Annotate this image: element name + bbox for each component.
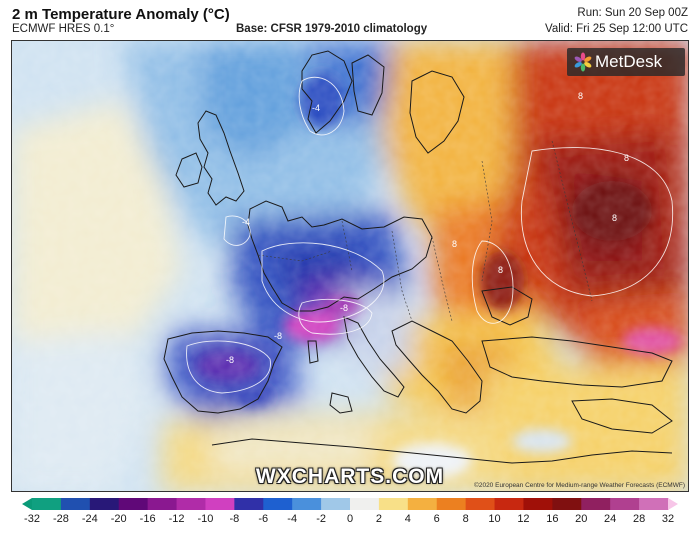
colorbar-segments: [32, 498, 669, 510]
colorbar-segment: [205, 498, 235, 510]
metdesk-logo-icon: [574, 52, 592, 72]
contour-label: 8: [624, 153, 629, 163]
legend-tick-label: 10: [488, 513, 501, 525]
legend-tick-label: 16: [546, 513, 559, 525]
colorbar-segment: [118, 498, 149, 510]
legend-tick-label: -28: [52, 513, 69, 525]
colorbar-segment: [60, 498, 91, 510]
coastlines: [163, 50, 673, 464]
contour-label: 8: [452, 239, 457, 249]
base-climatology-label: Base: CFSR 1979-2010 climatology: [236, 23, 428, 35]
borders: [257, 140, 593, 322]
legend-tick-label: -8: [229, 513, 240, 525]
run-time-label: Run: Sun 20 Sep 00Z: [577, 7, 688, 19]
legend-tick-label: 6: [433, 513, 440, 525]
colorbar-segment: [610, 498, 640, 510]
colorbar-segment: [436, 498, 467, 510]
colorbar-segment: [321, 498, 351, 510]
legend-ticks: -32 -28 -24 -20 -16 -12 -10 -8 -6 -4 -2 0 2 4 6 8 10 12 16…: [0, 513, 700, 529]
colorbar-segment: [523, 498, 553, 510]
legend-tick-label: -4: [287, 513, 298, 525]
legend-tick-label: 32: [661, 513, 675, 525]
contour-label: 8: [612, 213, 617, 223]
model-label: ECMWF HRES 0.1°: [12, 23, 115, 35]
contour-label: 8: [578, 91, 583, 101]
legend-tick-label: -16: [139, 513, 156, 525]
colorbar-segment: [407, 498, 438, 510]
colorbar-low-arrow: [22, 498, 32, 510]
noise-overlay: [12, 41, 688, 491]
colorbar-segment: [147, 498, 178, 510]
legend-tick-label: 8: [462, 513, 469, 525]
legend-tick-label: -10: [197, 513, 214, 525]
legend-tick-label: 4: [404, 513, 411, 525]
metdesk-name: MetDesk: [595, 52, 663, 71]
contour-label: -8: [340, 303, 348, 313]
ecmwf-copyright: ©2020 European Centre for Medium-range W…: [474, 482, 685, 489]
colorbar-segment: [581, 498, 611, 510]
colorbar-segment: [234, 498, 264, 510]
legend-tick-label: -32: [24, 513, 40, 525]
legend-tick-label: -6: [258, 513, 269, 525]
legend-tick-label: -2: [316, 513, 326, 525]
colorbar-segment: [32, 498, 62, 510]
legend-tick-label: 24: [604, 513, 617, 525]
chart-header: 2 m Temperature Anomaly (°C) ECMWF HRES …: [0, 0, 700, 40]
colorbar-segment: [465, 498, 496, 510]
colorbar-segment: [378, 498, 409, 510]
colorbar-segment: [292, 498, 322, 510]
contour-label: -8: [274, 331, 282, 341]
colorbar-segment: [350, 498, 380, 510]
legend-tick-label: 12: [517, 513, 530, 525]
colorbar-segment: [494, 498, 525, 510]
colorbar-segment: [176, 498, 207, 510]
colorbar-segment: [263, 498, 293, 510]
colorbar-high-arrow: [668, 498, 678, 510]
metdesk-brand: MetDesk: [567, 48, 685, 76]
contour-label: -8: [226, 355, 234, 365]
contour-label-group: -8 -8 -8 -4 -4 8 8 8 8 8: [226, 91, 629, 365]
contour-lines: [186, 76, 674, 394]
contour-label: -4: [242, 217, 250, 227]
wxcharts-watermark: WXCHARTS.COM: [255, 465, 445, 488]
legend-tick-label: 20: [575, 513, 588, 525]
legend-tick-label: -20: [110, 513, 127, 525]
map-title: 2 m Temperature Anomaly (°C): [12, 6, 230, 23]
colorbar-segment: [89, 498, 120, 510]
legend-tick-label: 2: [375, 513, 382, 525]
legend-tick-label: -12: [168, 513, 185, 525]
legend-tick-label: 28: [632, 513, 646, 525]
legend-tick-label: 0: [346, 513, 354, 525]
valid-time-label: Valid: Fri 25 Sep 12:00 UTC: [545, 23, 688, 35]
colorbar-segment: [639, 498, 669, 510]
legend-tick-label: -24: [81, 513, 98, 525]
contour-label: 8: [498, 265, 503, 275]
colorbar-segment: [552, 498, 582, 510]
legend-colorbar: [22, 498, 678, 510]
contour-label: -4: [312, 103, 320, 113]
anomaly-map: -8 -8 -8 -4 -4 8 8 8 8 8: [11, 40, 689, 492]
map-canvas: -8 -8 -8 -4 -4 8 8 8 8 8: [12, 41, 688, 491]
